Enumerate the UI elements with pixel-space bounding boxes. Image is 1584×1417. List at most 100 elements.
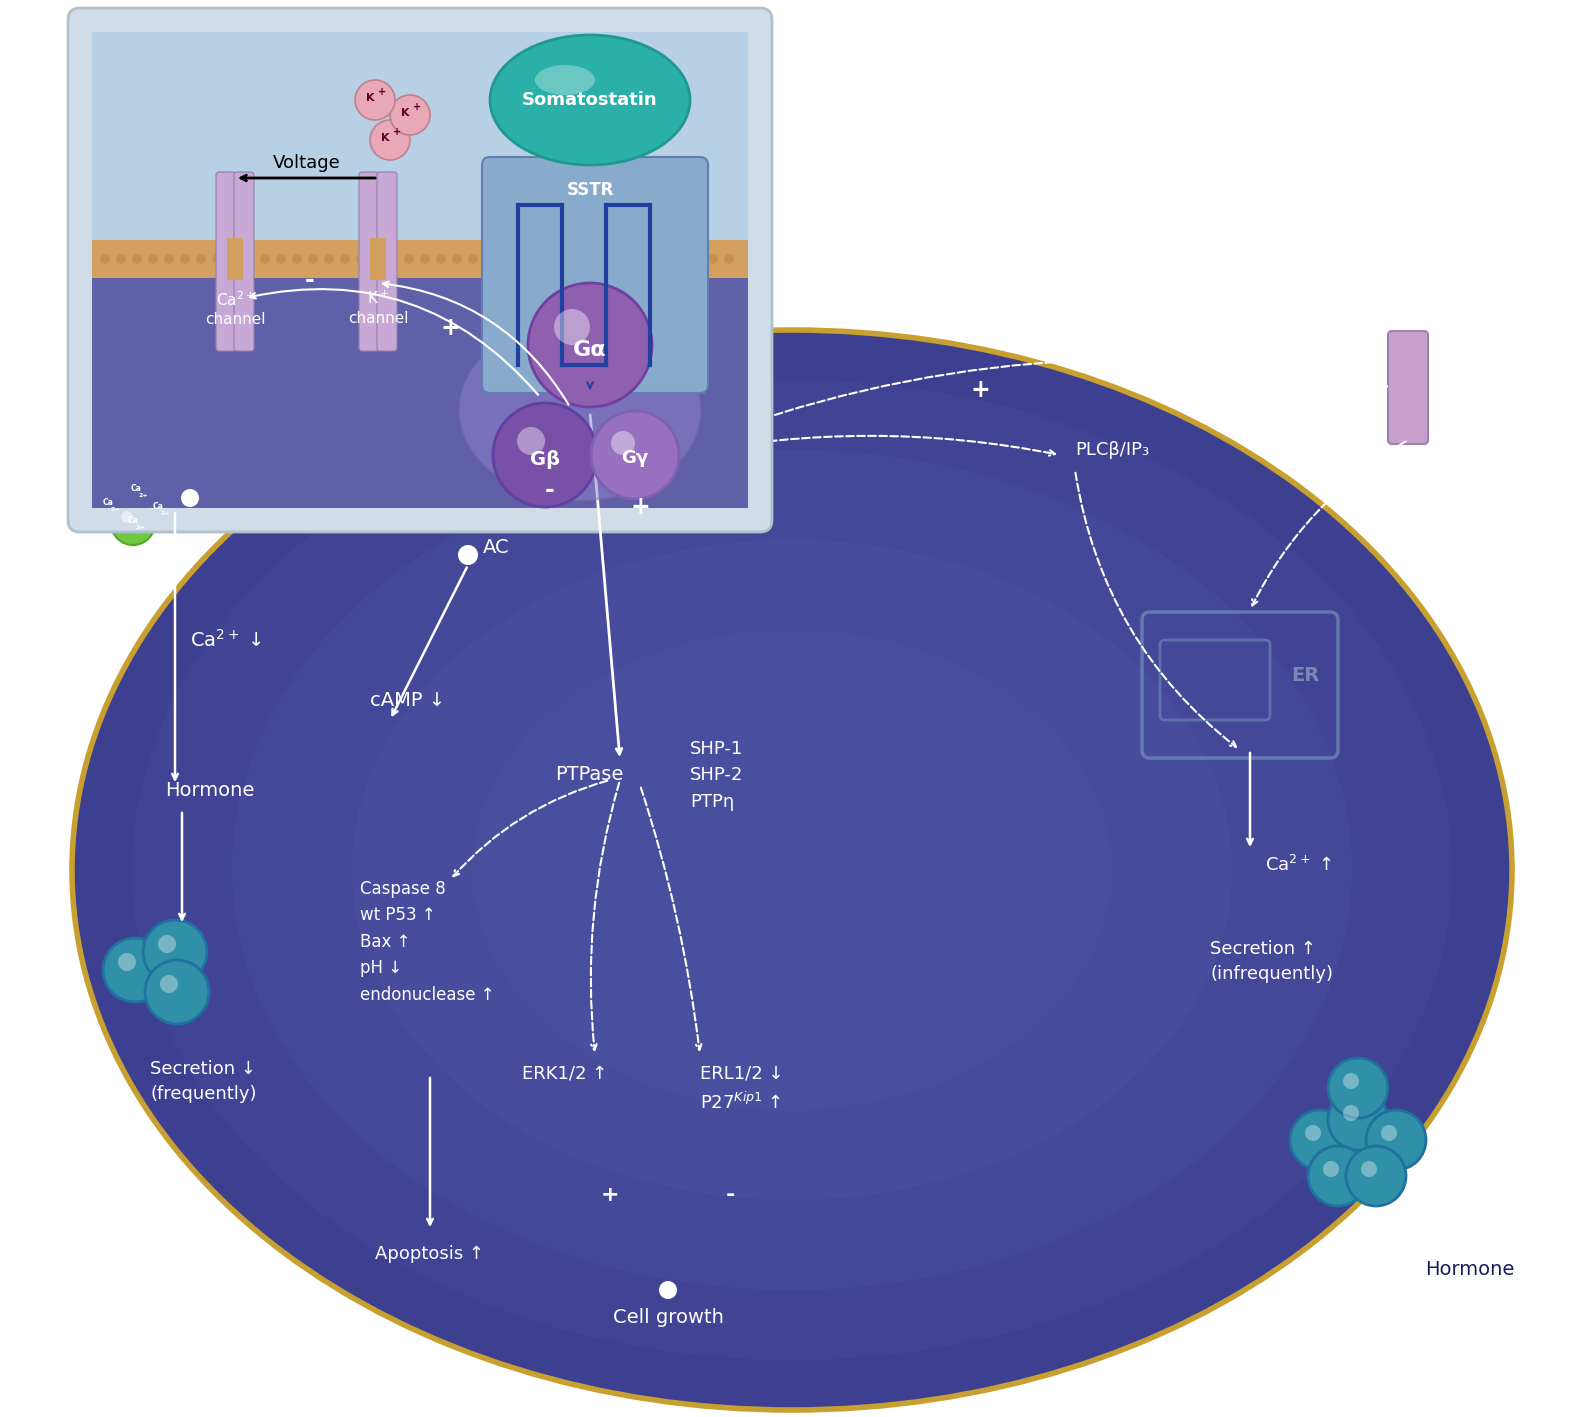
Text: Gα: Gα	[573, 340, 607, 360]
Circle shape	[645, 254, 654, 264]
Circle shape	[659, 1281, 676, 1299]
Text: 2+: 2+	[111, 506, 120, 512]
Circle shape	[372, 254, 382, 264]
Text: Secretion ↑
(infrequently): Secretion ↑ (infrequently)	[1210, 939, 1334, 983]
Circle shape	[181, 254, 190, 264]
Circle shape	[516, 254, 526, 264]
Ellipse shape	[231, 451, 1353, 1289]
Text: +: +	[630, 495, 649, 519]
Text: cAMP ↓: cAMP ↓	[371, 690, 445, 710]
Ellipse shape	[131, 380, 1453, 1360]
Text: Somatostatin: Somatostatin	[523, 91, 657, 109]
Ellipse shape	[535, 65, 596, 95]
Circle shape	[390, 95, 429, 135]
Circle shape	[1305, 1125, 1321, 1141]
Circle shape	[1365, 1110, 1426, 1170]
FancyBboxPatch shape	[234, 171, 253, 351]
Circle shape	[146, 959, 209, 1024]
Circle shape	[86, 483, 130, 527]
Text: K$^+$
channel: K$^+$ channel	[348, 290, 409, 326]
Circle shape	[1361, 1161, 1376, 1178]
Circle shape	[527, 283, 653, 407]
Circle shape	[146, 497, 158, 509]
Text: Voltage: Voltage	[272, 154, 341, 171]
Circle shape	[458, 546, 478, 565]
Circle shape	[97, 493, 108, 504]
FancyBboxPatch shape	[1388, 332, 1429, 444]
Text: PTPase: PTPase	[554, 765, 624, 784]
Text: Cell growth: Cell growth	[613, 1308, 724, 1326]
Circle shape	[244, 254, 253, 264]
Circle shape	[692, 254, 702, 264]
Text: Caspase 8
wt P53 ↑
Bax ↑
pH ↓
endonuclease ↑: Caspase 8 wt P53 ↑ Bax ↑ pH ↓ endonuclea…	[360, 880, 494, 1003]
Circle shape	[564, 254, 573, 264]
Circle shape	[260, 254, 269, 264]
Circle shape	[1343, 1073, 1359, 1090]
Bar	[92, 278, 748, 509]
Circle shape	[160, 975, 177, 993]
Circle shape	[627, 254, 638, 264]
Text: Ca$^{2+}$
channel: Ca$^{2+}$ channel	[1375, 455, 1441, 497]
Text: Apoptosis ↑: Apoptosis ↑	[375, 1246, 485, 1263]
Circle shape	[158, 935, 176, 954]
FancyBboxPatch shape	[360, 171, 379, 351]
Circle shape	[724, 254, 733, 264]
Circle shape	[100, 254, 109, 264]
Circle shape	[181, 489, 200, 507]
FancyBboxPatch shape	[377, 171, 398, 351]
Circle shape	[467, 254, 478, 264]
Circle shape	[356, 254, 366, 264]
Text: Ca: Ca	[128, 516, 138, 524]
Circle shape	[420, 254, 429, 264]
Text: Ca: Ca	[130, 483, 141, 493]
Circle shape	[136, 487, 181, 531]
Circle shape	[117, 954, 136, 971]
Circle shape	[1327, 1058, 1388, 1118]
Ellipse shape	[472, 631, 1112, 1110]
Text: Hormone: Hormone	[165, 781, 255, 799]
Bar	[371, 238, 386, 281]
Ellipse shape	[489, 35, 691, 164]
Circle shape	[114, 469, 158, 513]
Circle shape	[1327, 1090, 1388, 1151]
FancyBboxPatch shape	[68, 9, 771, 531]
Circle shape	[1289, 1110, 1350, 1170]
Circle shape	[591, 411, 680, 499]
Text: K: K	[380, 133, 390, 143]
Text: Secretion ↓
(frequently): Secretion ↓ (frequently)	[150, 1060, 257, 1102]
Circle shape	[404, 254, 413, 264]
Text: -: -	[725, 1185, 735, 1204]
Circle shape	[611, 431, 635, 455]
Text: 2+: 2+	[160, 510, 169, 516]
Text: K: K	[401, 108, 409, 118]
Circle shape	[1308, 1146, 1369, 1206]
Circle shape	[1323, 1161, 1338, 1178]
Text: SHP-1
SHP-2
PTPη: SHP-1 SHP-2 PTPη	[691, 740, 743, 811]
Circle shape	[196, 254, 206, 264]
Text: Ca$^{2+}$ ↑: Ca$^{2+}$ ↑	[1266, 854, 1332, 876]
Circle shape	[548, 254, 558, 264]
Text: +: +	[393, 128, 401, 137]
Ellipse shape	[459, 320, 700, 500]
Circle shape	[580, 254, 589, 264]
Circle shape	[147, 254, 158, 264]
Text: ER: ER	[1291, 666, 1319, 684]
Text: -: -	[306, 268, 315, 292]
Circle shape	[291, 254, 303, 264]
Circle shape	[165, 254, 174, 264]
Text: Gγ: Gγ	[621, 449, 648, 468]
Circle shape	[611, 254, 623, 264]
Circle shape	[1381, 1125, 1397, 1141]
Text: +: +	[969, 378, 990, 402]
Circle shape	[532, 254, 542, 264]
Circle shape	[501, 254, 510, 264]
Text: ERL1/2 ↓
P27$^{Kip1}$ ↑: ERL1/2 ↓ P27$^{Kip1}$ ↑	[700, 1066, 784, 1112]
Text: -: -	[545, 478, 554, 502]
Text: +: +	[379, 86, 386, 96]
Circle shape	[1346, 1146, 1407, 1206]
Text: +: +	[413, 102, 421, 112]
Circle shape	[228, 254, 238, 264]
Text: Ca$^{2+}$ ↓: Ca$^{2+}$ ↓	[190, 629, 263, 650]
Text: PLCβ/IP₃: PLCβ/IP₃	[1076, 441, 1148, 459]
Text: Gβ: Gβ	[531, 449, 561, 469]
